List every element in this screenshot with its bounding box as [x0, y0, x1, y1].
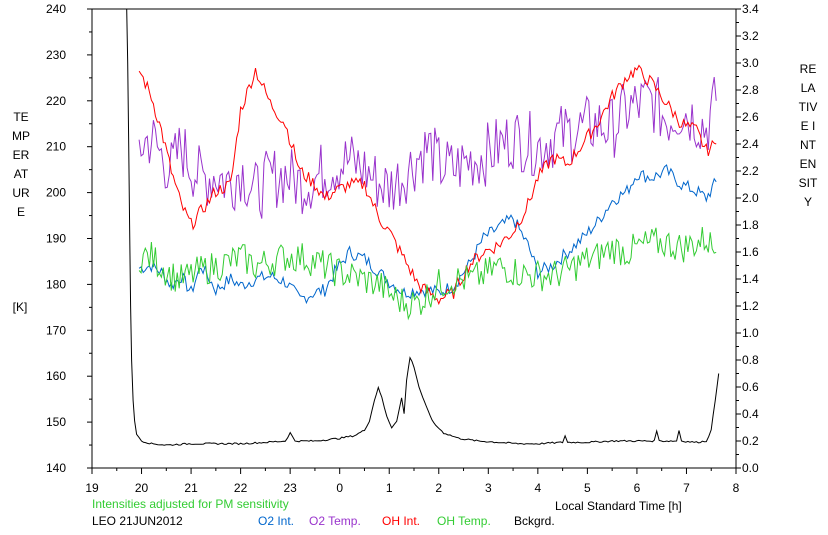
right-y-axis: 0.0 0.2 0.4 0.6 0.8 1.0 1.2 1.4 1.6 1.8 2.0 2.2 2.4 2… — [736, 2, 759, 475]
y-right-tick-label: 3.4 — [742, 2, 759, 16]
left-y-axis: 140 150 160 170 180 190 200 210 220 230 240 — [46, 2, 92, 475]
legend-item-o2-int: O2 Int. — [258, 514, 295, 528]
x-tick-label: 8 — [733, 481, 740, 495]
y-left-tick-label: 170 — [46, 323, 66, 337]
y-left-tick-label: 220 — [46, 94, 66, 108]
y-right-tick-label: 0.8 — [742, 353, 759, 367]
y-right-tick-label: 0.2 — [742, 434, 759, 448]
x-tick-label: 20 — [135, 481, 149, 495]
series-line-oh-int — [138, 64, 717, 306]
y-axis-left-label-text: TEMPERATURE — [12, 110, 30, 219]
y-left-tick-label: 210 — [46, 140, 66, 154]
plot-border — [91, 8, 737, 469]
y-right-tick-label: 2.2 — [742, 164, 759, 178]
y-right-tick-label: 3.2 — [742, 29, 759, 43]
y-right-tick-label: 0.0 — [742, 461, 759, 475]
y-left-tick-label: 160 — [46, 369, 66, 383]
legend-item-o2-temp: O2 Temp. — [309, 514, 361, 528]
y-left-tick-label: 140 — [46, 461, 66, 475]
x-axis: 19 20 21 22 23 0 1 2 3 4 5 6 7 8 — [85, 468, 740, 495]
series-line-o2-temp — [138, 76, 717, 219]
x-tick-label: 5 — [584, 481, 591, 495]
y-axis-left-label: TEMPERATURE — [11, 108, 31, 222]
x-tick-label: 19 — [85, 481, 99, 495]
x-tick-label: 23 — [283, 481, 297, 495]
y-right-tick-label: 2.8 — [742, 83, 759, 97]
legend-item-bckgrd: Bckgrd. — [514, 514, 555, 528]
x-tick-label: 2 — [435, 481, 442, 495]
x-tick-label: 21 — [184, 481, 198, 495]
y-left-tick-label: 240 — [46, 2, 66, 16]
y-right-tick-label: 3.0 — [742, 56, 759, 70]
station-date-label: LEO 21JUN2012 — [92, 514, 183, 528]
y-right-tick-label: 2.0 — [742, 191, 759, 205]
y-right-tick-label: 1.2 — [742, 299, 759, 313]
y-left-tick-label: 200 — [46, 186, 66, 200]
y-right-tick-label: 2.4 — [742, 137, 759, 151]
x-tick-label: 22 — [234, 481, 248, 495]
x-tick-label: 6 — [634, 481, 641, 495]
series-lines — [126, 8, 720, 446]
x-tick-label: 4 — [535, 481, 542, 495]
series-line-oh-temp — [138, 226, 717, 321]
x-axis-label: Local Standard Time [h] — [555, 499, 682, 513]
y-right-tick-label: 1.0 — [742, 326, 759, 340]
y-left-tick-label: 230 — [46, 48, 66, 62]
legend-item-oh-temp: OH Temp. — [437, 514, 491, 528]
y-right-tick-label: 1.4 — [742, 272, 759, 286]
y-right-tick-label: 0.4 — [742, 407, 759, 421]
y-left-tick-label: 190 — [46, 232, 66, 246]
y-left-tick-label: 180 — [46, 277, 66, 291]
y-right-tick-label: 1.8 — [742, 218, 759, 232]
sensitivity-note: Intensities adjusted for PM sensitivity — [92, 497, 289, 511]
y-axis-right-label: RELATIVE INTENSITY — [798, 60, 818, 212]
y-right-tick-label: 2.6 — [742, 110, 759, 124]
y-right-tick-label: 0.6 — [742, 380, 759, 394]
y-axis-right-label-text: RELATIVE INTENSITY — [798, 62, 818, 209]
plot-frame — [91, 8, 737, 469]
legend-item-oh-int: OH Int. — [382, 514, 421, 528]
y-left-tick-label: 150 — [46, 415, 66, 429]
y-right-tick-label: 1.6 — [742, 245, 759, 259]
series-line-bckgrd — [126, 8, 720, 446]
x-tick-label: 0 — [336, 481, 343, 495]
x-tick-label: 7 — [683, 481, 690, 495]
x-tick-label: 1 — [386, 481, 393, 495]
x-tick-label: 3 — [485, 481, 492, 495]
y-axis-left-unit: [K] — [12, 300, 28, 314]
